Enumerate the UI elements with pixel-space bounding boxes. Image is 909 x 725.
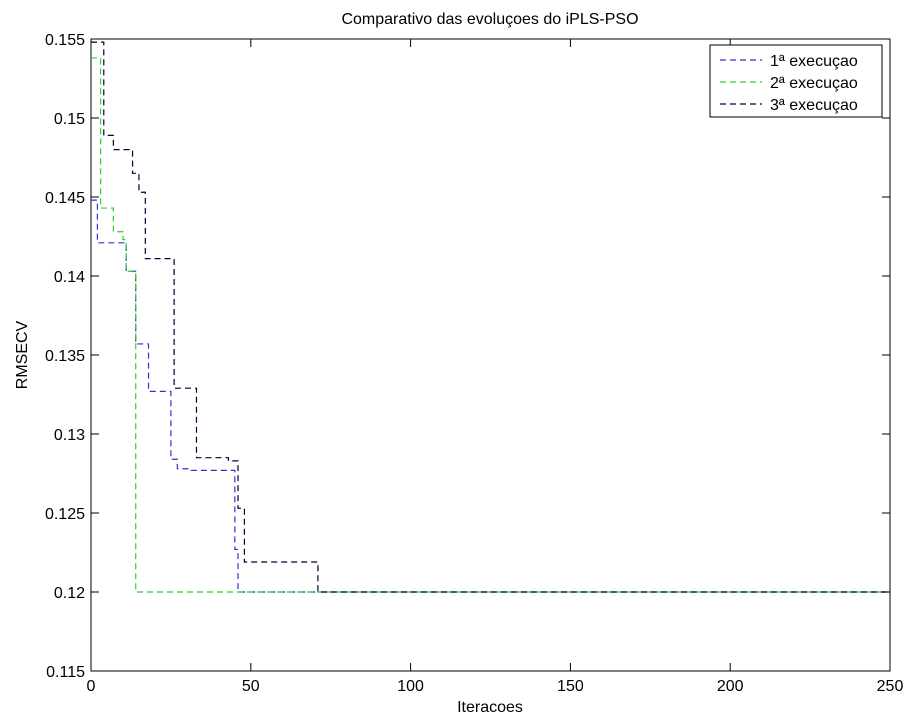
legend-label-1: 1ª execuçao xyxy=(770,53,858,70)
legend-label-2: 2ª execuçao xyxy=(770,75,858,92)
y-axis-label: RMSECV xyxy=(14,320,31,389)
y-tick-label: 0.145 xyxy=(45,190,85,207)
series-layer xyxy=(91,41,890,593)
x-tick-label: 200 xyxy=(717,678,744,695)
y-tick-label: 0.15 xyxy=(54,111,85,128)
legend: 1ª execuçao 2ª execuçao 3ª execuçao xyxy=(709,44,883,118)
axes-layer: 0 50 100 150 200 250 0.115 0.12 0.125 0.13 0.135 0.… xyxy=(45,32,903,695)
x-axis-label: Iteracoes xyxy=(457,699,523,716)
x-tick-label: 250 xyxy=(877,678,904,695)
x-tick-label: 0 xyxy=(87,678,96,695)
legend-box xyxy=(709,44,883,118)
series-line-2 xyxy=(91,57,890,593)
x-tick-label: 100 xyxy=(397,678,424,695)
y-tick-label: 0.135 xyxy=(45,348,85,365)
y-tick-label: 0.13 xyxy=(54,427,85,444)
y-tick-label: 0.155 xyxy=(45,32,85,49)
series-line-3 xyxy=(91,41,890,593)
y-tick-label: 0.14 xyxy=(54,269,85,286)
y-tick-label: 0.125 xyxy=(45,506,85,523)
legend-label-3: 3ª execuçao xyxy=(770,97,858,114)
y-tick-label: 0.115 xyxy=(46,664,85,681)
y-tick-label: 0.12 xyxy=(54,585,85,602)
plot-area xyxy=(90,38,891,672)
x-tick-label: 50 xyxy=(242,678,260,695)
chart-title: Comparativo das evoluçoes do iPLS-PSO xyxy=(341,11,638,28)
x-tick-label: 150 xyxy=(557,678,584,695)
